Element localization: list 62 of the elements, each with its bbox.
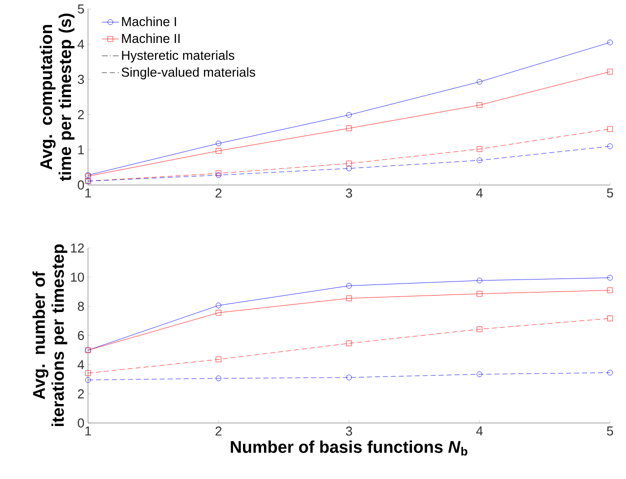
point bbox=[607, 316, 613, 322]
point bbox=[476, 371, 482, 378]
x-tick-label: 4 bbox=[476, 188, 483, 198]
legend-label: Hysteretic materials bbox=[122, 50, 234, 62]
y-tick-label: 4 bbox=[78, 40, 84, 49]
point bbox=[85, 377, 91, 383]
point bbox=[476, 102, 482, 108]
x-tick-label: 2 bbox=[216, 426, 222, 436]
y-tick-label: 8 bbox=[78, 302, 84, 311]
y-tick-label: 6 bbox=[78, 330, 84, 340]
y-tick-label: 12 bbox=[71, 243, 84, 253]
y-tick-label: 3 bbox=[78, 74, 84, 84]
x-tick-label: 1 bbox=[85, 426, 91, 436]
point bbox=[607, 126, 613, 132]
x-tick-label: 3 bbox=[346, 426, 352, 436]
point bbox=[476, 79, 482, 85]
y-tick-label: 0 bbox=[78, 418, 84, 428]
y-tick-label: 2 bbox=[78, 389, 84, 398]
point bbox=[346, 340, 352, 346]
point bbox=[346, 126, 352, 132]
y-tick-label: 2 bbox=[78, 110, 84, 120]
legend-label: Machine I bbox=[122, 16, 176, 26]
point bbox=[346, 282, 352, 289]
point bbox=[216, 310, 222, 316]
point bbox=[216, 376, 222, 382]
y-tick-label: 1 bbox=[78, 145, 84, 154]
point bbox=[216, 302, 222, 308]
point bbox=[607, 143, 613, 150]
point bbox=[346, 296, 352, 302]
point bbox=[346, 160, 352, 166]
y-axis-title: Avg. number of iterations per timestep bbox=[32, 244, 68, 426]
point bbox=[476, 158, 482, 164]
point bbox=[476, 278, 482, 284]
point bbox=[476, 146, 482, 152]
y-tick-label: 0 bbox=[78, 180, 84, 190]
point bbox=[346, 112, 352, 118]
point bbox=[346, 166, 352, 172]
legend-label: Single-valued materials bbox=[122, 67, 256, 80]
x-tick-label: 5 bbox=[606, 188, 614, 198]
x-tick-label: 1 bbox=[85, 188, 91, 198]
point bbox=[216, 356, 222, 362]
point bbox=[216, 140, 222, 146]
y-tick-label: 4 bbox=[78, 360, 84, 370]
point bbox=[476, 290, 482, 297]
point bbox=[607, 274, 613, 281]
y-tick-label: 10 bbox=[71, 272, 84, 282]
x-tick-label: 5 bbox=[606, 426, 614, 436]
x-axis-title: Number of basis functions N$_{b}$ bbox=[230, 440, 468, 456]
point bbox=[476, 326, 482, 332]
y-tick-label: 5 bbox=[78, 4, 84, 14]
x-tick-label: 4 bbox=[476, 426, 483, 436]
x-tick-label: 3 bbox=[346, 188, 352, 198]
point bbox=[607, 370, 613, 376]
x-tick-label: 2 bbox=[216, 188, 222, 198]
point bbox=[607, 287, 613, 294]
point bbox=[85, 370, 91, 376]
point bbox=[346, 374, 352, 380]
legend-label: Machine II bbox=[122, 34, 180, 44]
y-axis-title: Avg. computation time per timestep (s) bbox=[40, 14, 74, 182]
point bbox=[607, 40, 613, 46]
point bbox=[216, 148, 222, 154]
point bbox=[607, 68, 613, 74]
